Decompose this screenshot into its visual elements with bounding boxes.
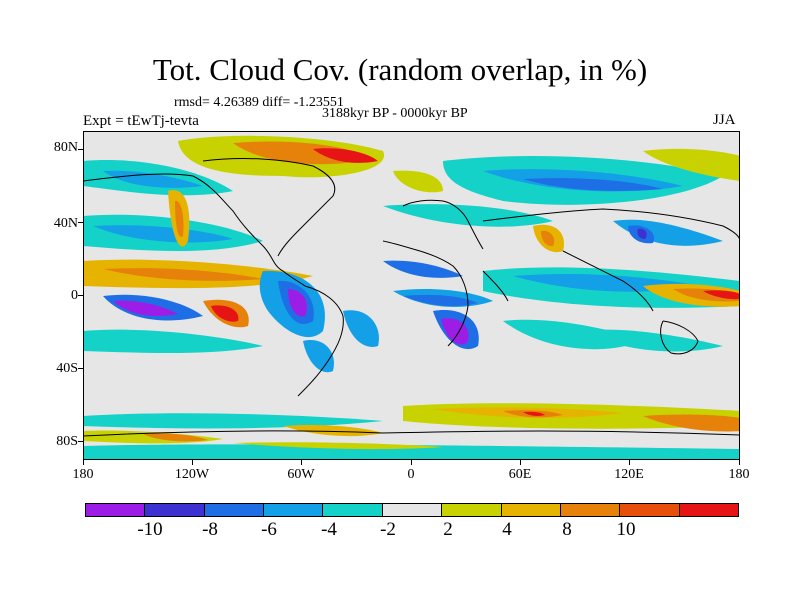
experiment-label: Expt = tEwTj-tevta [83,113,199,129]
map-canvas [83,135,740,460]
colorbar-swatch [679,504,738,516]
colorbar-label: -4 [321,519,337,540]
lon-label-180e: 180 [728,467,750,482]
coastlines [83,158,740,437]
lon-label-60e: 60E [508,467,532,482]
colorbar-swatch [145,504,205,516]
cloud-cover-map [83,131,740,460]
colorbar-label: -6 [261,519,277,540]
lon-label-60w: 60W [287,467,315,482]
lat-label-40n: 40N [53,216,78,231]
colorbar-label: -2 [380,519,396,540]
colorbar-swatch [501,504,561,516]
colorbar-label: 8 [562,519,572,540]
period-label: 3188kyr BP - 0000kyr BP [322,106,468,121]
lat-label-80n: 80N [53,140,78,155]
lon-label-0: 0 [407,467,415,482]
lat-label-40s: 40S [56,361,78,376]
lon-label-180w: 180 [72,467,94,482]
colorbar-swatch [86,504,146,516]
colorbar-label: -10 [137,519,163,540]
colorbar-swatch [560,504,621,516]
anomaly-field [83,135,740,460]
season-label: JJA [713,112,736,128]
colorbar-label: 2 [443,519,453,540]
colorbar-swatch [204,504,265,516]
stats-label: rmsd= 4.26389 diff= -1.23551 [174,95,344,110]
lon-label-120w: 120W [174,467,210,482]
colorbar-swatch [382,504,443,516]
colorbar [85,503,739,517]
lat-label-80s: 80S [56,434,78,449]
colorbar-swatch [442,504,502,516]
colorbar-label: -8 [202,519,218,540]
colorbar-swatch [264,504,324,516]
colorbar-label: 4 [502,519,512,540]
colorbar-label: 10 [616,519,636,540]
lat-label-0: 0 [71,288,78,303]
lon-label-120e: 120E [614,467,644,482]
colorbar-swatch [620,504,680,516]
colorbar-swatch [323,504,383,516]
plot-title: Tot. Cloud Cov. (random overlap, in %) [152,52,648,87]
